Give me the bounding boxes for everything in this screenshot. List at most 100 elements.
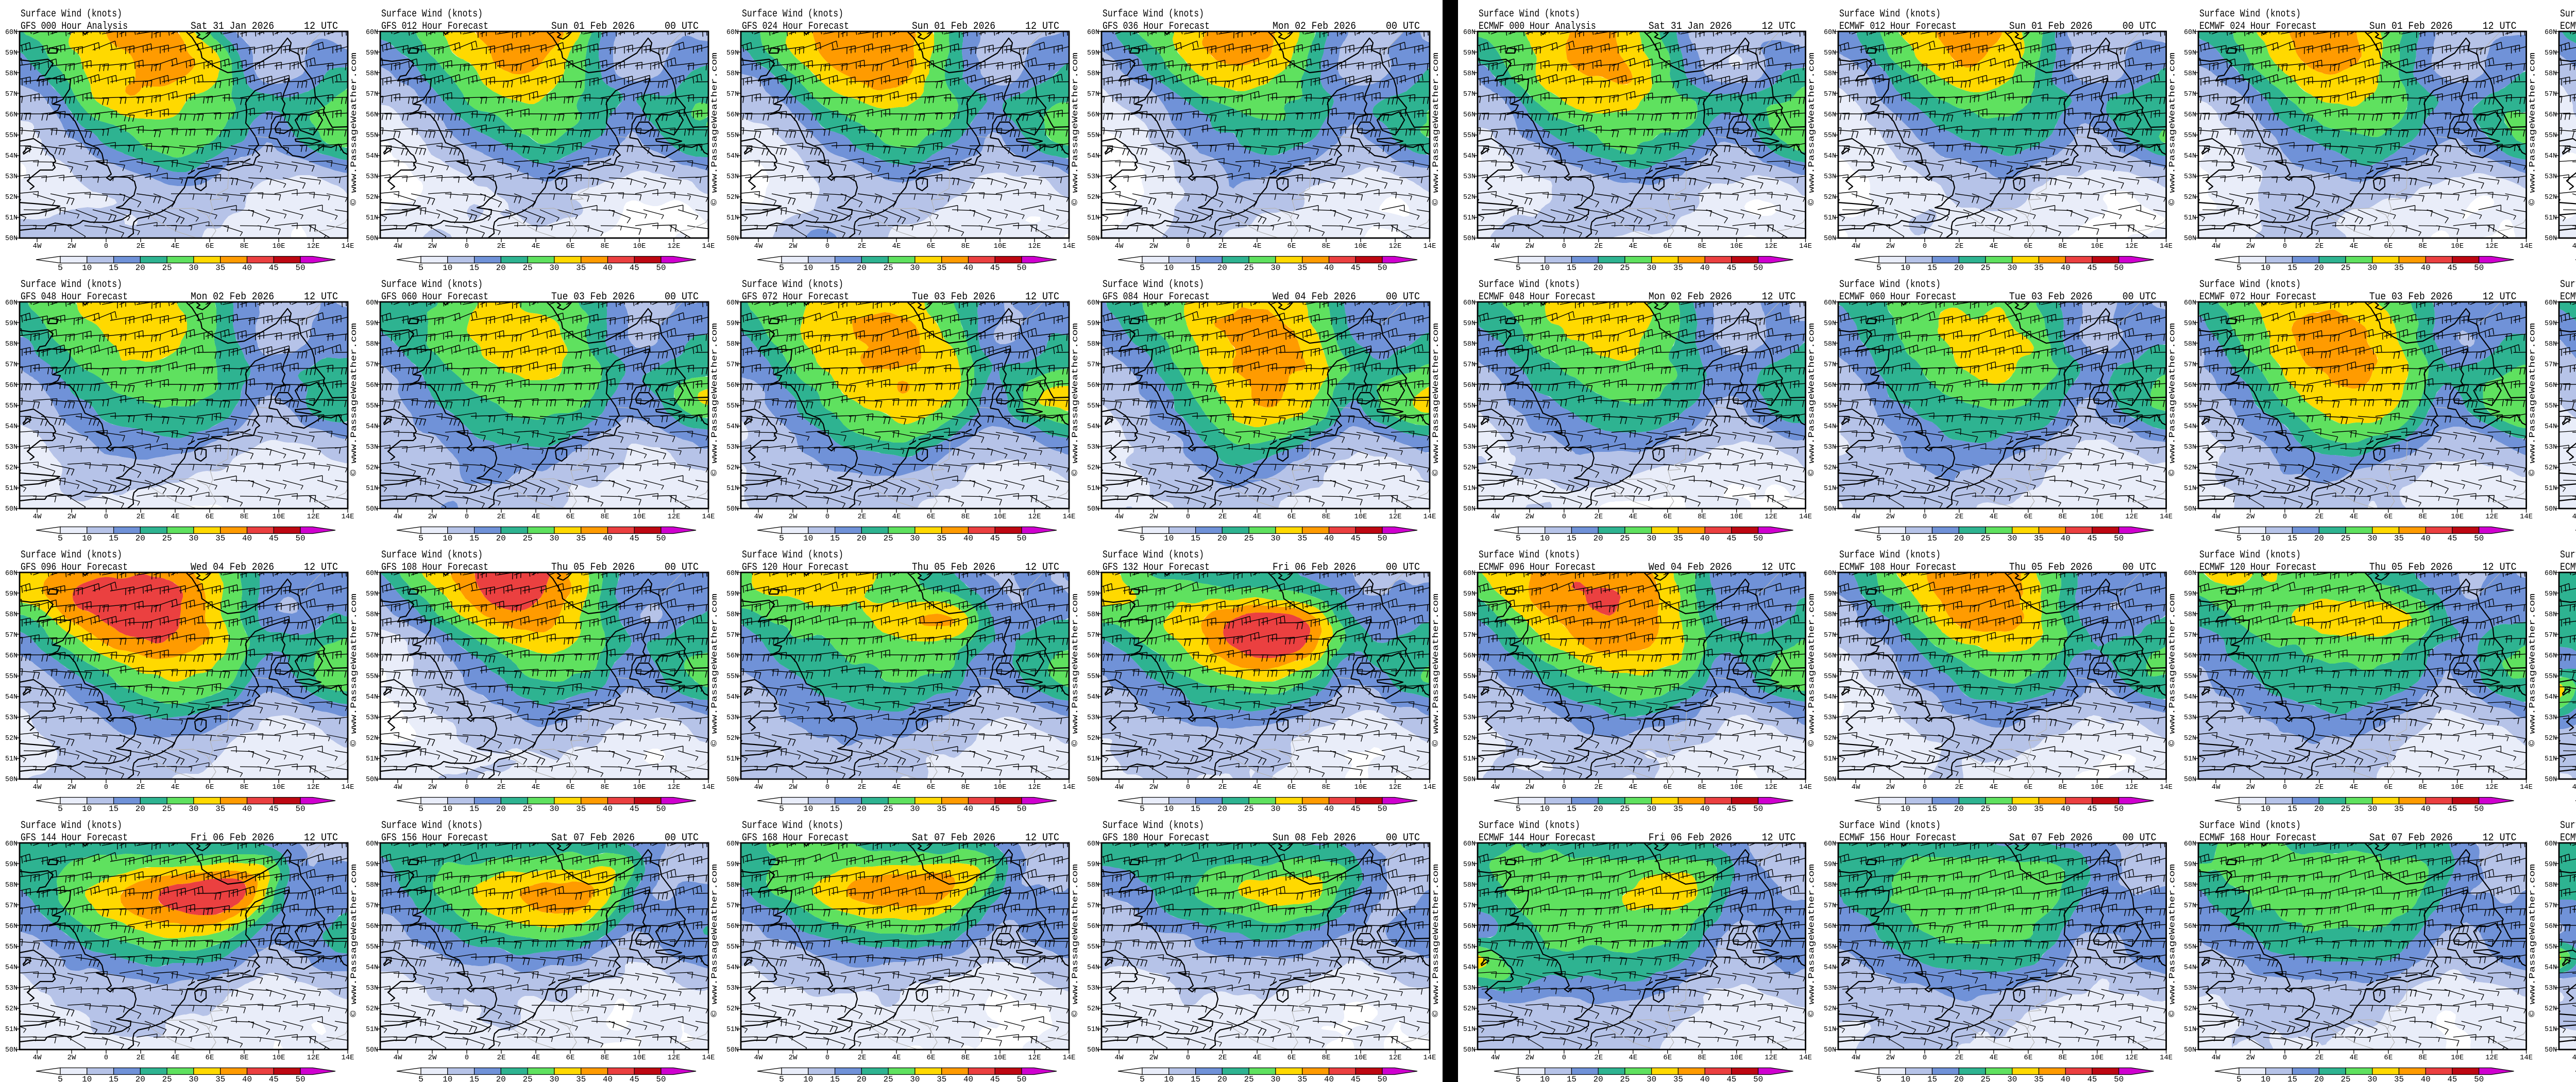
svg-text:12 UTC: 12 UTC [2483, 21, 2517, 32]
svg-text:12 UTC: 12 UTC [2483, 291, 2517, 303]
svg-text:© www.PassageWeather.com: © www.PassageWeather.com [349, 53, 359, 206]
svg-text:© www.PassageWeather.com: © www.PassageWeather.com [1071, 594, 1080, 747]
svg-text:Surface Wind (knots): Surface Wind (knots) [1103, 8, 1204, 20]
svg-text:ECMWF 108 Hour Forecast: ECMWF 108 Hour Forecast [1839, 562, 1956, 573]
svg-text:GFS 072 Hour Forecast: GFS 072 Hour Forecast [742, 291, 849, 303]
svg-text:© www.PassageWeather.com: © www.PassageWeather.com [2167, 594, 2177, 747]
svg-text:Surface Wind (knots): Surface Wind (knots) [1103, 549, 1204, 561]
svg-text:Surface Wind (knots): Surface Wind (knots) [2560, 549, 2576, 561]
svg-text:© www.PassageWeather.com: © www.PassageWeather.com [1431, 594, 1440, 747]
svg-text:GFS 036 Hour Forecast: GFS 036 Hour Forecast [1103, 21, 1210, 32]
svg-text:Wed 04 Feb 2026: Wed 04 Feb 2026 [1649, 562, 1732, 573]
svg-text:Thu 05 Feb 2026: Thu 05 Feb 2026 [2009, 562, 2092, 573]
svg-text:ECMWF 144 Hour Forecast: ECMWF 144 Hour Forecast [1479, 832, 1596, 844]
svg-text:12 UTC: 12 UTC [1025, 832, 1059, 844]
svg-text:© www.PassageWeather.com: © www.PassageWeather.com [1071, 323, 1080, 476]
svg-text:© www.PassageWeather.com: © www.PassageWeather.com [1431, 864, 1440, 1017]
svg-text:Thu 05 Feb 2026: Thu 05 Feb 2026 [551, 562, 635, 573]
svg-text:Surface Wind (knots): Surface Wind (knots) [1103, 279, 1204, 291]
svg-text:ECMWF 120 Hour Forecast: ECMWF 120 Hour Forecast [2199, 562, 2317, 573]
svg-text:00 UTC: 00 UTC [2122, 832, 2156, 844]
svg-text:Surface Wind (knots): Surface Wind (knots) [1839, 820, 1940, 832]
svg-text:Surface Wind (knots): Surface Wind (knots) [381, 820, 483, 832]
svg-text:© www.PassageWeather.com: © www.PassageWeather.com [2528, 594, 2537, 747]
svg-text:00 UTC: 00 UTC [1386, 21, 1420, 32]
svg-text:12 UTC: 12 UTC [304, 291, 338, 303]
svg-text:GFS 084 Hour Forecast: GFS 084 Hour Forecast [1103, 291, 1210, 303]
svg-text:ECMWF 048 Hour Forecast: ECMWF 048 Hour Forecast [1479, 291, 1596, 303]
svg-text:Surface Wind (knots): Surface Wind (knots) [21, 820, 122, 832]
svg-text:Surface Wind (knots): Surface Wind (knots) [21, 8, 122, 20]
svg-text:Mon 02 Feb 2026: Mon 02 Feb 2026 [191, 291, 274, 303]
svg-text:Sun 01 Feb 2026: Sun 01 Feb 2026 [2369, 21, 2453, 32]
svg-text:Surface Wind (knots): Surface Wind (knots) [2560, 820, 2576, 832]
svg-text:Surface Wind (knots): Surface Wind (knots) [1479, 820, 1580, 832]
svg-text:ECMWF 024 Hour Forecast: ECMWF 024 Hour Forecast [2199, 21, 2317, 32]
svg-text:ECMWF 156 Hour Forecast: ECMWF 156 Hour Forecast [1839, 832, 1956, 844]
svg-text:Surface Wind (knots): Surface Wind (knots) [381, 549, 483, 561]
svg-text:Tue 03 Feb 2026: Tue 03 Feb 2026 [912, 291, 995, 303]
svg-text:00 UTC: 00 UTC [2122, 562, 2156, 573]
svg-text:12 UTC: 12 UTC [304, 21, 338, 32]
svg-text:12 UTC: 12 UTC [1762, 21, 1796, 32]
svg-text:Surface Wind (knots): Surface Wind (knots) [1479, 549, 1580, 561]
svg-text:12 UTC: 12 UTC [1762, 832, 1796, 844]
svg-text:GFS 024 Hour Forecast: GFS 024 Hour Forecast [742, 21, 849, 32]
svg-text:© www.PassageWeather.com: © www.PassageWeather.com [1431, 53, 1440, 206]
svg-text:Surface Wind (knots): Surface Wind (knots) [381, 8, 483, 20]
svg-text:GFS 000 Hour Analysis: GFS 000 Hour Analysis [21, 21, 128, 32]
svg-text:00 UTC: 00 UTC [665, 291, 699, 303]
svg-text:Surface Wind (knots): Surface Wind (knots) [2199, 820, 2301, 832]
svg-text:Sat 07 Feb 2026: Sat 07 Feb 2026 [2009, 832, 2092, 844]
svg-text:Surface Wind (knots): Surface Wind (knots) [2199, 279, 2301, 291]
svg-text:Surface Wind (knots): Surface Wind (knots) [742, 8, 843, 20]
svg-text:Sat 07 Feb 2026: Sat 07 Feb 2026 [551, 832, 635, 844]
svg-text:Tue 03 Feb 2026: Tue 03 Feb 2026 [2369, 291, 2453, 303]
svg-text:GFS 156 Hour Forecast: GFS 156 Hour Forecast [381, 832, 488, 844]
svg-text:© www.PassageWeather.com: © www.PassageWeather.com [349, 594, 359, 747]
svg-text:© www.PassageWeather.com: © www.PassageWeather.com [1807, 594, 1817, 747]
svg-text:Tue 03 Feb 2026: Tue 03 Feb 2026 [551, 291, 635, 303]
svg-text:Surface Wind (knots): Surface Wind (knots) [2199, 8, 2301, 20]
svg-text:Sat 31 Jan 2026: Sat 31 Jan 2026 [1649, 21, 1732, 32]
svg-text:ECMWF 000 Hour Analysis: ECMWF 000 Hour Analysis [1479, 21, 1596, 32]
svg-text:Surface Wind (knots): Surface Wind (knots) [1839, 279, 1940, 291]
svg-text:Wed 04 Feb 2026: Wed 04 Feb 2026 [1273, 291, 1356, 303]
svg-text:00 UTC: 00 UTC [1386, 832, 1420, 844]
svg-text:© www.PassageWeather.com: © www.PassageWeather.com [2528, 53, 2537, 206]
svg-text:GFS 180 Hour Forecast: GFS 180 Hour Forecast [1103, 832, 1210, 844]
svg-text:© www.PassageWeather.com: © www.PassageWeather.com [2167, 53, 2177, 206]
svg-text:Mon 02 Feb 2026: Mon 02 Feb 2026 [1273, 21, 1356, 32]
svg-text:GFS 120 Hour Forecast: GFS 120 Hour Forecast [742, 562, 849, 573]
svg-text:Surface Wind (knots): Surface Wind (knots) [1839, 549, 1940, 561]
svg-text:© www.PassageWeather.com: © www.PassageWeather.com [2167, 323, 2177, 476]
svg-text:GFS 168 Hour Forecast: GFS 168 Hour Forecast [742, 832, 849, 844]
svg-text:GFS 144 Hour Forecast: GFS 144 Hour Forecast [21, 832, 128, 844]
svg-text:00 UTC: 00 UTC [1386, 562, 1420, 573]
svg-text:Thu 05 Feb 2026: Thu 05 Feb 2026 [912, 562, 995, 573]
svg-text:Surface Wind (knots): Surface Wind (knots) [1839, 8, 1940, 20]
svg-text:Mon 02 Feb 2026: Mon 02 Feb 2026 [1649, 291, 1732, 303]
svg-text:Sat 31 Jan 2026: Sat 31 Jan 2026 [191, 21, 274, 32]
svg-text:© www.PassageWeather.com: © www.PassageWeather.com [2528, 864, 2537, 1017]
svg-text:GFS 060 Hour Forecast: GFS 060 Hour Forecast [381, 291, 488, 303]
svg-text:Sat 07 Feb 2026: Sat 07 Feb 2026 [2369, 832, 2453, 844]
svg-text:12 UTC: 12 UTC [2483, 832, 2517, 844]
svg-text:© www.PassageWeather.com: © www.PassageWeather.com [349, 323, 359, 476]
svg-text:GFS 012 Hour Forecast: GFS 012 Hour Forecast [381, 21, 488, 32]
svg-text:GFS 048 Hour Forecast: GFS 048 Hour Forecast [21, 291, 128, 303]
svg-text:GFS 108 Hour Forecast: GFS 108 Hour Forecast [381, 562, 488, 573]
svg-text:Surface Wind (knots): Surface Wind (knots) [742, 820, 843, 832]
svg-text:ECMWF 132 Hour Forecast: ECMWF 132 Hour Forecast [2560, 562, 2576, 573]
svg-text:00 UTC: 00 UTC [665, 562, 699, 573]
svg-text:© www.PassageWeather.com: © www.PassageWeather.com [1807, 53, 1817, 206]
svg-text:ECMWF 036 Hour Forecast: ECMWF 036 Hour Forecast [2560, 21, 2576, 32]
svg-text:© www.PassageWeather.com: © www.PassageWeather.com [2528, 323, 2537, 476]
svg-text:Surface Wind (knots): Surface Wind (knots) [1103, 820, 1204, 832]
svg-text:© www.PassageWeather.com: © www.PassageWeather.com [349, 864, 359, 1017]
svg-text:12 UTC: 12 UTC [2483, 562, 2517, 573]
svg-text:© www.PassageWeather.com: © www.PassageWeather.com [710, 323, 719, 476]
svg-text:Sun 01 Feb 2026: Sun 01 Feb 2026 [2009, 21, 2092, 32]
svg-text:ECMWF 096 Hour Forecast: ECMWF 096 Hour Forecast [1479, 562, 1596, 573]
svg-text:Thu 05 Feb 2026: Thu 05 Feb 2026 [2369, 562, 2453, 573]
